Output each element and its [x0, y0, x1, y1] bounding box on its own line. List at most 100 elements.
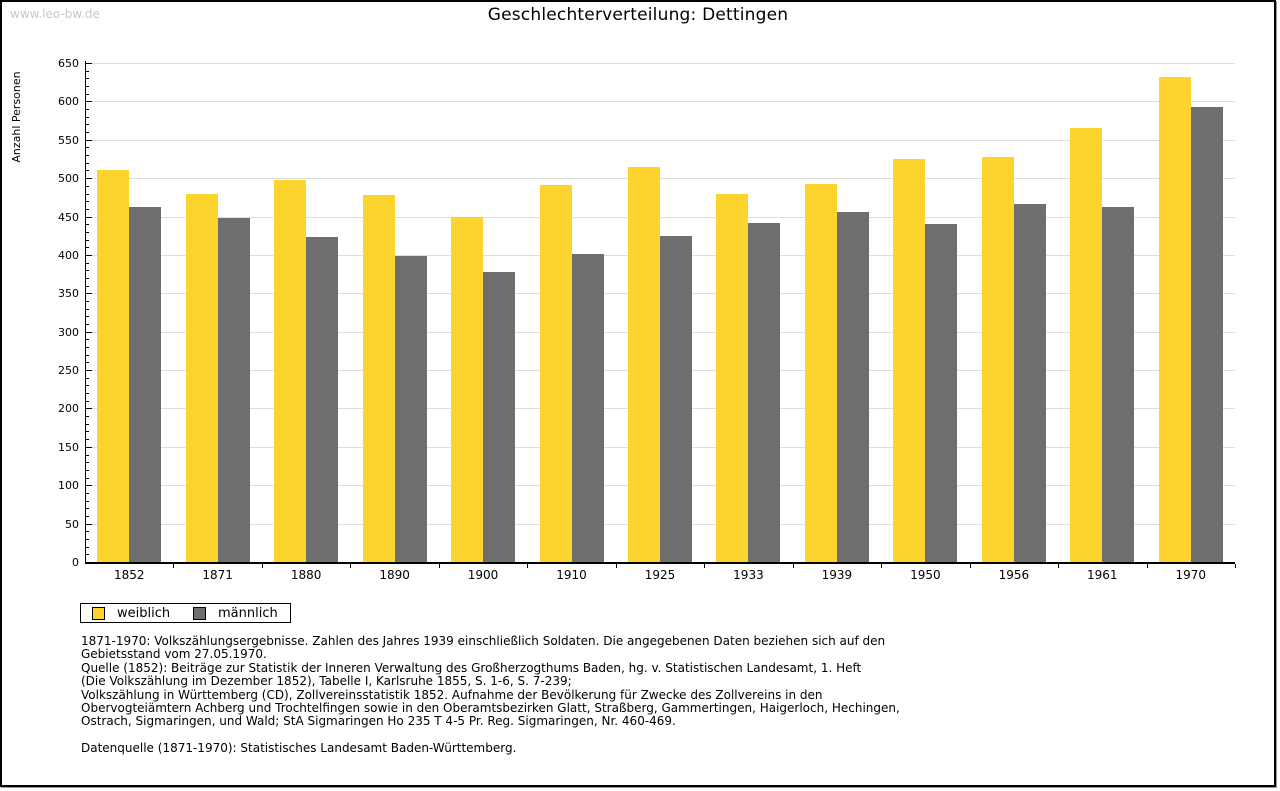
y-minor-tick — [86, 515, 89, 517]
y-minor-tick — [86, 116, 89, 118]
x-tick-label-1956: 1956 — [998, 568, 1030, 582]
y-minor-tick — [86, 477, 89, 479]
y-major-tick — [86, 446, 92, 448]
y-minor-tick — [86, 70, 89, 72]
x-boundary-tick — [881, 564, 883, 568]
bar-männlich-1950 — [925, 224, 958, 562]
bar-männlich-1910 — [571, 254, 604, 562]
bar-männlich-1852 — [129, 206, 162, 562]
y-tick-label: 300 — [58, 325, 79, 339]
bar-männlich-1933 — [748, 222, 781, 562]
bar-weiblich-1950 — [893, 158, 926, 562]
bar-männlich-1890 — [394, 256, 427, 562]
datasource-line: Datenquelle (1871-1970): Statistisches L… — [81, 740, 517, 755]
bar-weiblich-1890 — [362, 195, 395, 562]
x-boundary-tick — [527, 564, 529, 568]
y-minor-tick — [86, 277, 89, 279]
y-minor-tick — [86, 270, 89, 272]
x-tick-label-1925: 1925 — [644, 568, 676, 582]
y-minor-tick — [86, 454, 89, 456]
y-major-tick — [86, 139, 92, 141]
y-minor-tick — [86, 400, 89, 402]
y-tick-label: 450 — [58, 210, 79, 224]
y-minor-tick — [86, 285, 89, 287]
x-tick-label-1910: 1910 — [556, 568, 587, 582]
footer-line: Obervogteiämtern Achberg und Trochtelfin… — [81, 701, 900, 716]
y-axis-line — [85, 61, 86, 563]
y-gridline — [85, 178, 1235, 180]
x-tick-label-1970: 1970 — [1175, 568, 1207, 582]
y-minor-tick — [86, 147, 89, 149]
legend-box: weiblich männlich — [80, 603, 291, 623]
y-minor-tick — [86, 93, 89, 95]
y-tick-label: 650 — [58, 57, 79, 70]
y-minor-tick — [86, 354, 89, 356]
y-minor-tick — [86, 431, 89, 433]
footer-line: Volkszählung in Württemberg (CD), Zollve… — [81, 687, 823, 702]
y-minor-tick — [86, 308, 89, 310]
y-minor-tick — [86, 201, 89, 203]
bar-männlich-1970 — [1190, 106, 1223, 562]
bar-weiblich-1925 — [628, 167, 660, 562]
y-minor-tick — [86, 109, 89, 111]
bar-männlich-1961 — [1102, 207, 1135, 562]
y-tick-label: 0 — [72, 556, 79, 569]
y-minor-tick — [86, 300, 89, 302]
y-minor-tick — [86, 224, 89, 226]
y-minor-tick — [86, 531, 89, 533]
x-boundary-tick — [261, 564, 263, 568]
bar-männlich-1925 — [660, 236, 692, 562]
x-tick-label-1939: 1939 — [821, 568, 853, 582]
y-tick-label: 350 — [58, 287, 79, 301]
y-gridline — [85, 139, 1235, 141]
y-major-tick — [86, 485, 92, 487]
bar-männlich-1956 — [1013, 204, 1046, 562]
y-tick-label: 50 — [65, 517, 79, 531]
x-tick-label-1880: 1880 — [290, 568, 322, 582]
y-minor-tick — [86, 231, 89, 233]
footer-lines: 1871-1970: Volkszählungsergebnisse. Zahl… — [81, 634, 1201, 729]
footer-line: Ostrach, Sigmaringen, und Wald; StA Sigm… — [81, 714, 676, 729]
watermark-text: www.leo-bw.de — [10, 7, 100, 21]
x-tick-label-1961: 1961 — [1087, 568, 1118, 582]
y-minor-tick — [86, 78, 89, 80]
y-minor-tick — [86, 492, 89, 494]
y-minor-tick — [86, 393, 89, 395]
y-tick-label: 100 — [58, 479, 79, 493]
y-minor-tick — [86, 377, 89, 379]
y-minor-tick — [86, 124, 89, 126]
y-major-tick — [86, 293, 92, 295]
y-minor-tick — [86, 385, 89, 387]
footer-line: 1871-1970: Volkszählungsergebnisse. Zahl… — [81, 634, 886, 648]
y-tick-label: 600 — [58, 95, 79, 109]
y-tick-label: 550 — [58, 133, 79, 147]
bar-weiblich-1880 — [274, 180, 307, 562]
bar-weiblich-1900 — [451, 217, 484, 562]
legend-swatch-weiblich — [92, 606, 105, 620]
x-tick-label-1871: 1871 — [202, 568, 233, 582]
bar-weiblich-1871 — [185, 193, 218, 562]
x-tick-label-1890: 1890 — [379, 568, 410, 582]
y-tick-label: 500 — [58, 172, 79, 186]
y-minor-tick — [86, 500, 89, 502]
bar-männlich-1871 — [217, 218, 250, 562]
y-minor-tick — [86, 155, 89, 157]
y-minor-tick — [86, 324, 89, 325]
y-tick-label: 200 — [58, 402, 79, 416]
footer-line: (Die Volkszählung im Dezember 1852), Tab… — [81, 674, 572, 689]
bar-männlich-1880 — [306, 237, 339, 562]
y-gridline — [85, 216, 1235, 218]
x-boundary-tick — [969, 564, 971, 568]
bar-weiblich-1961 — [1070, 128, 1103, 562]
bar-weiblich-1910 — [539, 185, 572, 562]
y-minor-tick — [86, 339, 89, 341]
x-boundary-tick — [1058, 564, 1060, 568]
y-gridline — [85, 101, 1235, 103]
y-major-tick — [86, 101, 92, 103]
legend-label-weiblich: weiblich — [117, 605, 171, 621]
y-minor-tick — [86, 554, 89, 556]
y-major-tick — [86, 178, 92, 180]
bar-weiblich-1956 — [981, 156, 1014, 562]
y-minor-tick — [86, 247, 89, 249]
